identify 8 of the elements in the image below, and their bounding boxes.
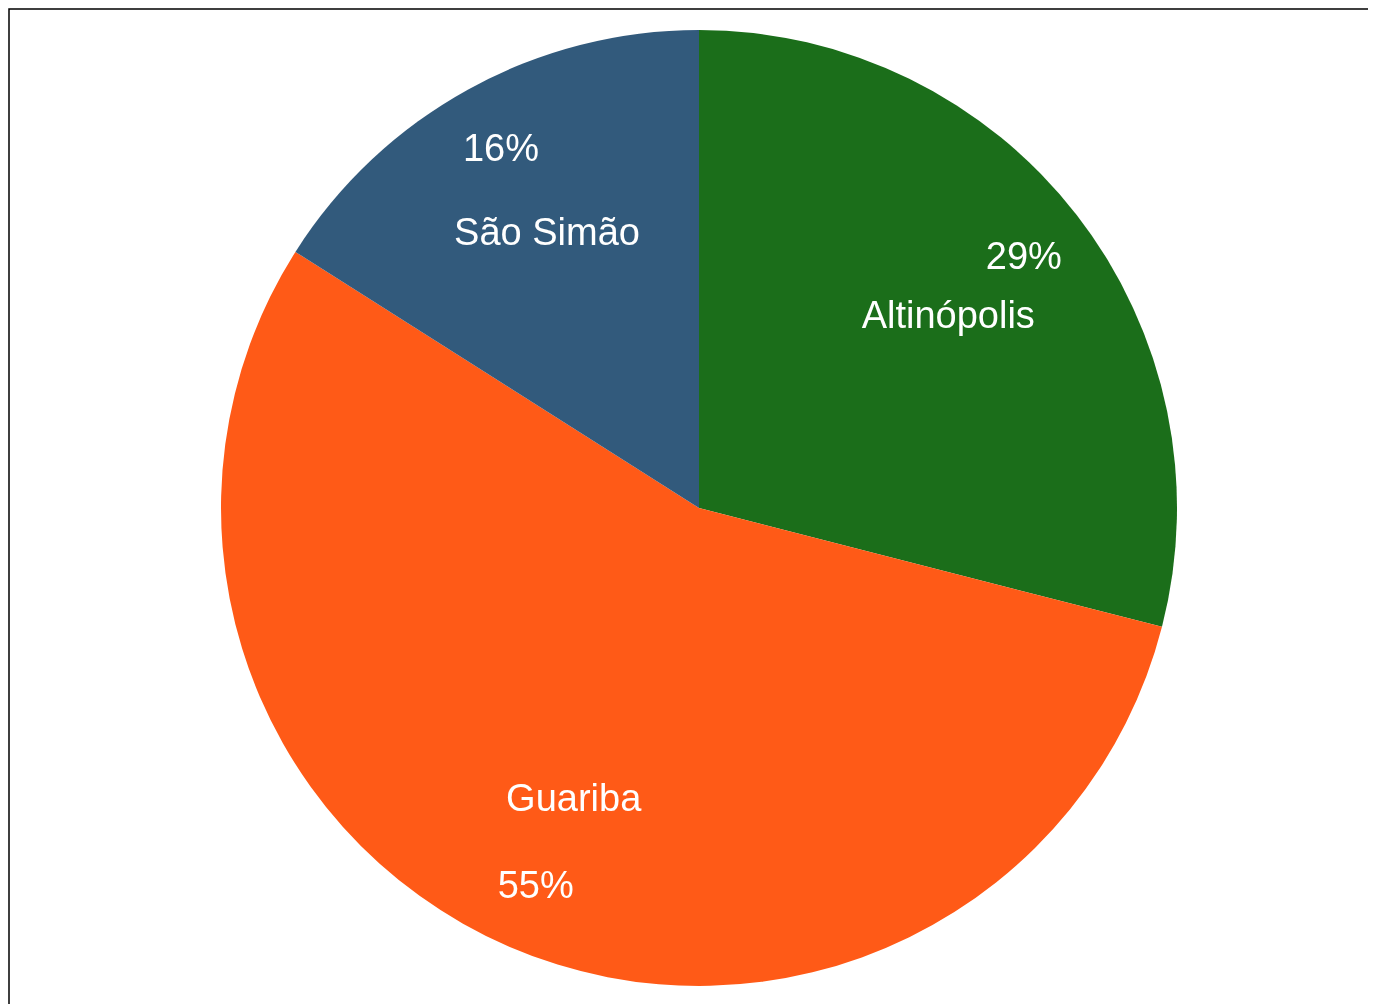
slice-label: São Simão [454,210,640,253]
data-label: 55% [497,864,574,907]
data-label: 16% [462,126,539,169]
pie-slice [699,30,1177,627]
data-label: 29% [985,235,1062,278]
slice-label: Guariba [506,776,643,819]
pie-slice [295,30,699,508]
slice-label: Altinópolis [861,293,1035,336]
